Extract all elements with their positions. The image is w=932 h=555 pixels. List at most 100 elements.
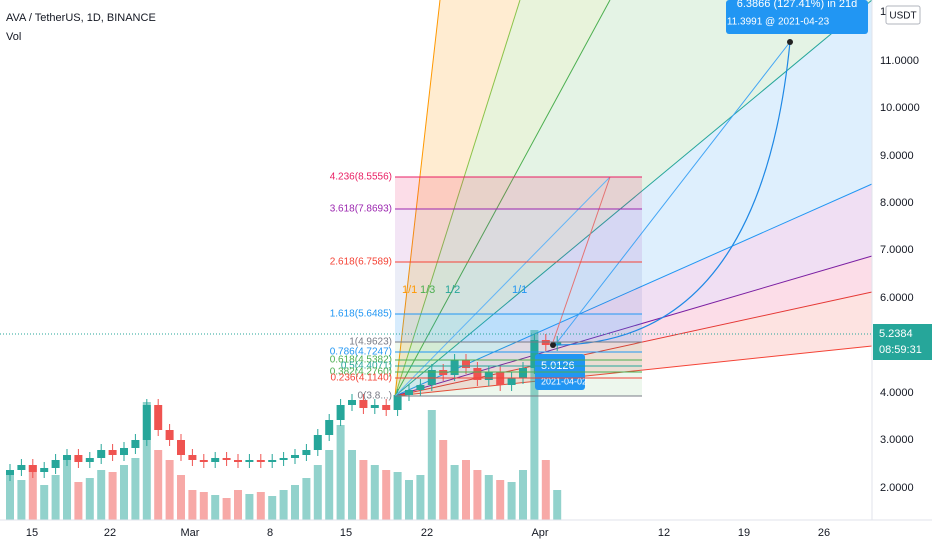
fib-label: 3.618(7.8693) bbox=[330, 204, 392, 215]
volume-bar bbox=[177, 475, 185, 520]
volume-bar bbox=[63, 460, 71, 520]
fib-labels: 4.236(8.5556) 3.618(7.8693) 2.618(6.7589) 1… bbox=[330, 172, 642, 402]
fib-label: 0.618(4.5382) bbox=[330, 355, 392, 366]
gann-fan bbox=[394, 0, 873, 397]
volume-bar bbox=[154, 450, 163, 520]
candle bbox=[473, 368, 482, 380]
volume-bar bbox=[439, 440, 448, 520]
candle bbox=[313, 435, 322, 450]
volume-bar bbox=[541, 460, 550, 520]
candle bbox=[131, 440, 140, 448]
fib-box bbox=[395, 177, 642, 396]
fan-line bbox=[394, 345, 873, 397]
candle bbox=[359, 400, 368, 408]
volume-bar bbox=[142, 402, 151, 520]
volume-bar bbox=[291, 485, 299, 520]
fib-label: 0.5(4.4071) bbox=[341, 361, 392, 372]
price-tick: 6.0000 bbox=[880, 292, 914, 304]
fan-line bbox=[394, 0, 873, 397]
fib-label: 4.236(8.5556) bbox=[330, 172, 392, 183]
volume-bar bbox=[370, 465, 379, 520]
candle bbox=[279, 458, 288, 460]
volume-bar bbox=[17, 480, 26, 520]
point bbox=[787, 39, 793, 45]
volume-bar bbox=[405, 480, 413, 520]
candle bbox=[462, 360, 470, 368]
volume-bar bbox=[256, 492, 265, 520]
fib-label: 2.618(6.7589) bbox=[330, 257, 392, 268]
price-tick: 9.0000 bbox=[880, 150, 914, 162]
candle bbox=[199, 460, 208, 462]
candle bbox=[507, 378, 516, 385]
candle bbox=[256, 460, 265, 462]
fan-labels: 1/21/31/1 1/1 bbox=[402, 284, 527, 296]
fib-zone bbox=[395, 342, 642, 396]
currency-button[interactable] bbox=[885, 5, 921, 25]
fan-label: 1/1 bbox=[512, 284, 527, 296]
trend-line bbox=[554, 41, 791, 346]
candle bbox=[370, 405, 379, 408]
candle bbox=[450, 360, 459, 375]
volume-bar bbox=[6, 470, 14, 520]
candle bbox=[245, 460, 254, 462]
currency[interactable]: USDT bbox=[889, 11, 916, 22]
price-tick: 2.0000 bbox=[880, 482, 914, 494]
candle bbox=[519, 368, 527, 378]
countdown: 08:59:31 bbox=[879, 344, 922, 356]
volume-bar bbox=[313, 465, 322, 520]
candle bbox=[268, 460, 277, 462]
candle bbox=[17, 465, 26, 470]
volume-bar bbox=[507, 482, 516, 520]
volume-bar bbox=[484, 475, 493, 520]
candle bbox=[234, 460, 242, 462]
forecast-target: 11.3991 @ 2021-04-23 bbox=[727, 17, 830, 28]
time-tick: 22 bbox=[421, 527, 433, 539]
volume-bar bbox=[28, 465, 37, 520]
candle bbox=[405, 390, 413, 395]
candle bbox=[63, 455, 71, 460]
candle bbox=[188, 455, 197, 460]
volume-bar bbox=[199, 492, 208, 520]
volume-bar bbox=[40, 485, 49, 520]
candle bbox=[211, 458, 220, 462]
volume-bar bbox=[450, 465, 459, 520]
fan-line bbox=[394, 183, 873, 397]
fib-label: 0.786(4.7247) bbox=[330, 347, 392, 358]
volume-bar bbox=[519, 470, 527, 520]
candle bbox=[553, 342, 562, 345]
volume-bar bbox=[188, 490, 197, 520]
fib-label: 0(3.8...) bbox=[358, 391, 392, 402]
forecast-box bbox=[726, 0, 868, 34]
last-price: 5.2384 bbox=[879, 328, 913, 340]
volume-bar bbox=[393, 472, 402, 520]
candle bbox=[142, 405, 151, 440]
volume-bar bbox=[120, 465, 128, 520]
volume-bar bbox=[496, 480, 505, 520]
candle bbox=[74, 455, 83, 462]
volume-bar bbox=[359, 460, 368, 520]
time-tick: 26 bbox=[818, 527, 830, 539]
last-price-tag bbox=[873, 324, 932, 360]
volume-bar bbox=[416, 475, 425, 520]
candle bbox=[325, 420, 334, 435]
volume-bar bbox=[427, 410, 436, 520]
volume-bar bbox=[325, 450, 334, 520]
volume-bar bbox=[530, 330, 539, 520]
volume-bar bbox=[74, 482, 83, 520]
time-ticks: 15 22 Mar 8 15 22 Apr 12 19 26 bbox=[26, 527, 830, 539]
arrow-line bbox=[551, 176, 611, 346]
volume-bar bbox=[553, 490, 562, 520]
time-tick: Apr bbox=[531, 527, 548, 539]
point-date: 2021-04-02 bbox=[541, 376, 587, 386]
forecast-curve bbox=[554, 41, 791, 346]
price-tick: 3.0000 bbox=[880, 434, 914, 446]
time-tick: 15 bbox=[340, 527, 352, 539]
candle bbox=[291, 455, 299, 458]
candle bbox=[222, 458, 231, 460]
price-tick: 11.0000 bbox=[880, 55, 919, 67]
volume-bar bbox=[462, 460, 470, 520]
volume-bar bbox=[222, 498, 231, 520]
time-tick: 22 bbox=[104, 527, 116, 539]
candle bbox=[28, 465, 37, 472]
